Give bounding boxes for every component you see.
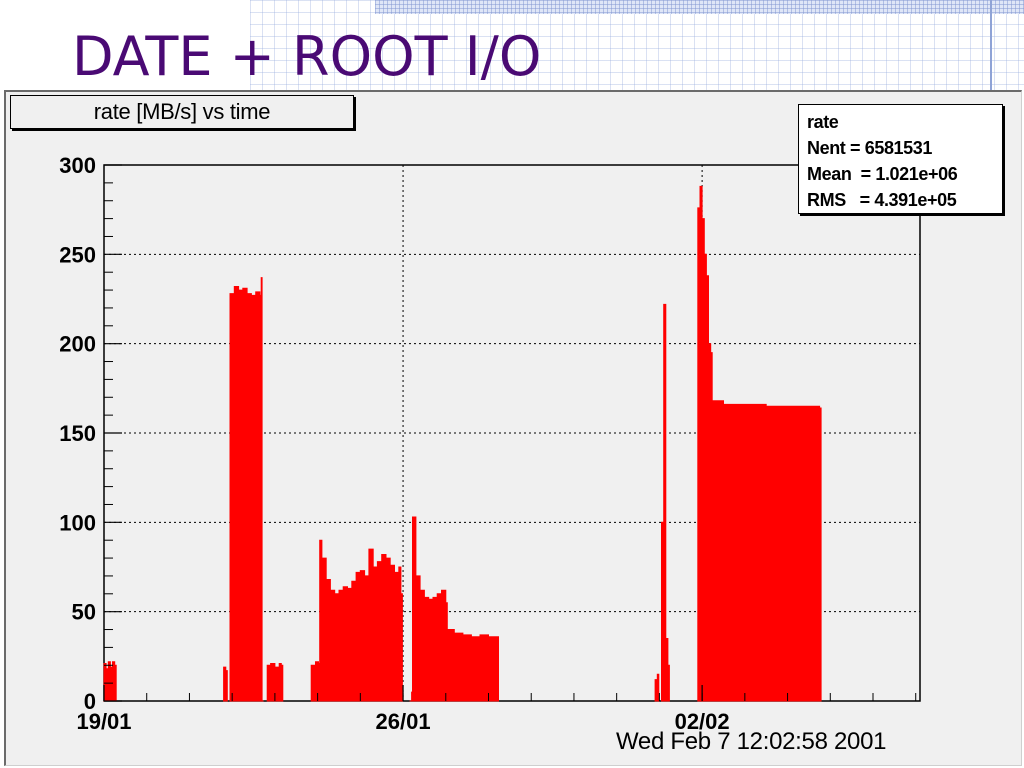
stats-name: rate: [807, 112, 839, 132]
histogram-bar-segment: [710, 400, 822, 702]
y-tick-label: 150: [59, 421, 96, 446]
histogram-bar-segment: [319, 539, 403, 702]
histogram-bar-segment: [310, 661, 321, 702]
histogram-bar-segment: [654, 673, 660, 702]
y-tick-label: 250: [59, 242, 96, 267]
histogram-bar-segment: [697, 185, 713, 702]
stats-label: Nent: [807, 138, 846, 158]
stats-value: = 4.391e+05: [859, 190, 957, 210]
x-tick-label: 26/01: [376, 709, 431, 734]
y-tick-label: 300: [59, 153, 96, 178]
stats-value: = 6581531: [850, 138, 933, 158]
histogram-bar-segment: [103, 661, 117, 702]
x-tick-label: 02/02: [675, 709, 730, 734]
histogram-bar-segment: [223, 666, 228, 702]
y-tick-label: 0: [84, 689, 96, 714]
slide-title: DATE + ROOT I/O: [72, 25, 542, 88]
date-stamp: Wed Feb 7 12:02:58 2001: [616, 728, 887, 755]
histogram-bar-segment: [445, 629, 499, 702]
slide-background-grid: [250, 0, 1024, 92]
stats-label: RMS: [807, 190, 856, 210]
histogram-title: rate [MB/s] vs time: [10, 95, 354, 129]
slide-vertical-rule: [990, 0, 992, 92]
histogram-bar-segment: [661, 303, 670, 702]
stats-row-mean: Mean = 1.021e+06: [807, 161, 994, 187]
axis-layer: 0 50 100 150 200 250 300 19/01 26/01 02/02: [59, 153, 917, 734]
histogram-bar-segment: [260, 277, 264, 702]
x-tick-label: 19/01: [76, 709, 131, 734]
stats-row-rms: RMS = 4.391e+05: [807, 187, 994, 213]
bars-layer: [103, 185, 822, 702]
y-tick-label: 50: [72, 600, 96, 625]
y-tick-label: 200: [59, 332, 96, 357]
stats-box: rate Nent = 6581531 Mean = 1.021e+06 RMS…: [798, 104, 1003, 214]
histogram-bar-segment: [266, 663, 284, 702]
y-tick-label: 100: [59, 510, 96, 535]
stats-value: = 1.021e+06: [860, 164, 958, 184]
slide-background-band: [375, 0, 1024, 14]
histogram-bar-segment: [229, 286, 262, 702]
stats-row-nent: Nent = 6581531: [807, 135, 994, 161]
histogram-bar-segment: [412, 516, 448, 702]
stats-label: Mean: [807, 164, 857, 184]
